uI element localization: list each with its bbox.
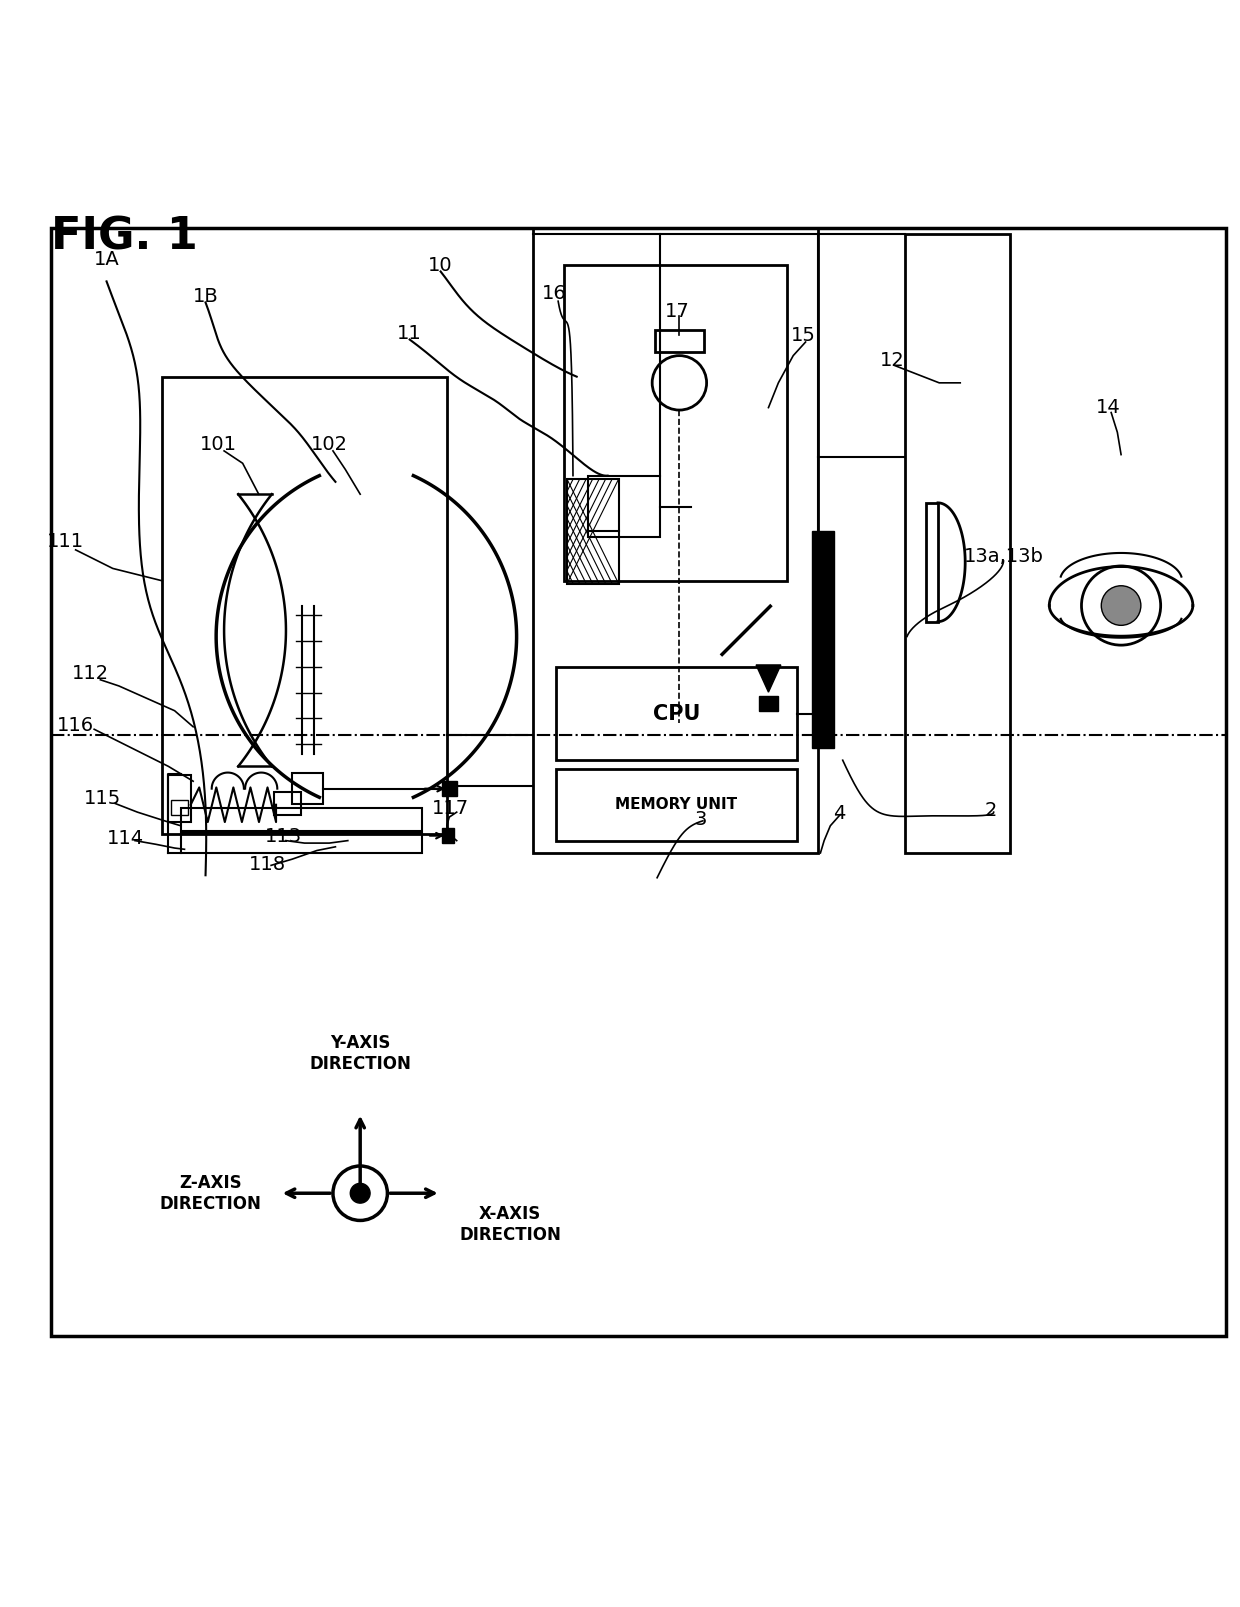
Bar [588, 476, 660, 537]
Bar [293, 773, 324, 804]
Circle shape [350, 1183, 370, 1204]
Bar [533, 228, 818, 853]
Bar [51, 228, 1226, 1335]
Text: 1A: 1A [94, 249, 119, 268]
Bar [759, 696, 779, 710]
Text: 114: 114 [107, 829, 144, 847]
Bar [655, 329, 704, 352]
Text: 15: 15 [791, 326, 816, 346]
Text: 111: 111 [47, 532, 84, 551]
Text: 117: 117 [432, 799, 469, 818]
Text: 1B: 1B [192, 286, 218, 305]
Text: 13a,13b: 13a,13b [963, 546, 1044, 566]
Text: 10: 10 [428, 256, 453, 275]
Bar [181, 832, 422, 853]
Bar [162, 376, 446, 834]
Text: 14: 14 [1096, 399, 1121, 418]
Bar [567, 479, 619, 583]
Bar [171, 800, 188, 815]
Text: FIG. 1: FIG. 1 [51, 215, 197, 259]
Text: 2: 2 [985, 802, 997, 821]
Text: 115: 115 [84, 789, 122, 808]
Text: 118: 118 [249, 855, 286, 874]
Bar [556, 768, 797, 840]
Bar [812, 532, 835, 747]
Text: Y-AXIS
DIRECTION: Y-AXIS DIRECTION [309, 1035, 412, 1073]
Text: 101: 101 [200, 435, 237, 455]
Bar [441, 781, 456, 795]
Text: 4: 4 [833, 804, 846, 823]
Text: Z-AXIS
DIRECTION: Z-AXIS DIRECTION [159, 1173, 262, 1213]
Text: X-AXIS
DIRECTION: X-AXIS DIRECTION [459, 1205, 560, 1244]
Polygon shape [756, 665, 781, 693]
Text: 17: 17 [665, 302, 689, 320]
Bar [904, 235, 1009, 853]
Text: 11: 11 [397, 325, 422, 342]
Bar [556, 667, 797, 760]
Bar [169, 775, 191, 823]
Text: 3: 3 [694, 810, 707, 829]
Bar [564, 265, 787, 580]
Bar [925, 503, 937, 622]
Text: 12: 12 [880, 350, 904, 370]
Bar [441, 828, 454, 844]
Text: 112: 112 [72, 664, 109, 683]
Text: 102: 102 [311, 435, 347, 455]
Text: MEMORY UNIT: MEMORY UNIT [615, 797, 738, 812]
Circle shape [1101, 585, 1141, 625]
Bar [274, 792, 301, 815]
Bar [181, 808, 422, 831]
Text: CPU: CPU [652, 704, 701, 723]
Text: 116: 116 [57, 717, 94, 734]
Text: 16: 16 [542, 284, 567, 304]
Text: 113: 113 [265, 828, 303, 847]
